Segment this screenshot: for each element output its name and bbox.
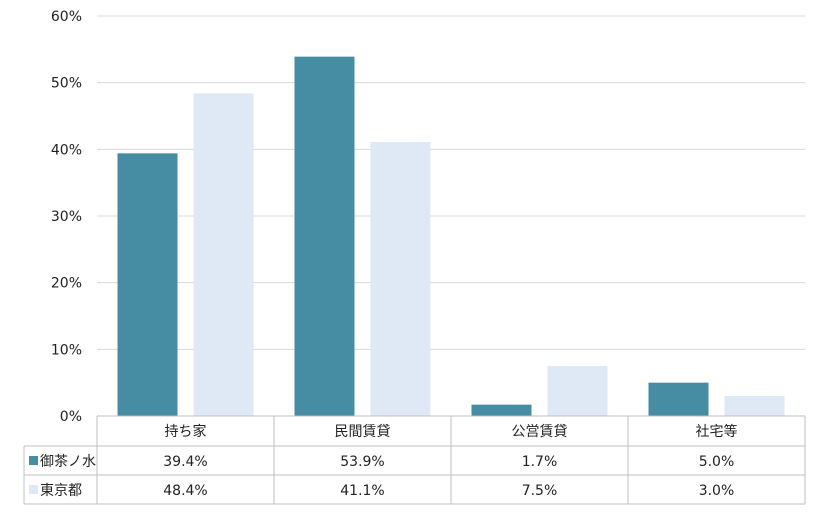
y-axis-ticks: 0% 10% 20% 30% 40% 50% 60% (51, 9, 82, 425)
legend-swatch (29, 456, 38, 465)
x-category-label: 持ち家 (165, 423, 207, 440)
y-tick-label: 40% (51, 142, 82, 158)
y-tick-label: 60% (51, 9, 82, 25)
bars (117, 56, 785, 417)
bar (648, 382, 709, 416)
data-label: 5.0% (699, 454, 735, 470)
data-label: 3.0% (699, 483, 735, 499)
bar (117, 153, 178, 417)
y-tick-label: 20% (51, 276, 82, 292)
legend-label: 東京都 (40, 483, 82, 499)
bar (471, 404, 532, 416)
x-category-label: 民間賃貸 (335, 424, 391, 440)
bar (724, 396, 785, 416)
y-tick-label: 30% (51, 209, 82, 225)
data-label: 41.1% (340, 483, 384, 499)
data-label: 1.7% (522, 454, 558, 470)
bar (547, 366, 608, 416)
data-label: 7.5% (522, 483, 558, 499)
data-label: 48.4% (163, 483, 207, 499)
y-tick-label: 0% (60, 409, 82, 425)
bar (370, 142, 431, 416)
data-label: 53.9% (340, 454, 384, 470)
data-label: 39.4% (163, 454, 207, 470)
bar (294, 56, 355, 417)
y-tick-label: 10% (51, 342, 82, 358)
x-category-label: 社宅等 (696, 423, 738, 440)
bar (193, 93, 254, 416)
y-tick-label: 50% (51, 76, 82, 92)
legend-swatch (29, 485, 38, 494)
legend-label: 御茶ノ水 (40, 454, 96, 470)
x-category-label: 公営賃貸 (512, 424, 568, 440)
